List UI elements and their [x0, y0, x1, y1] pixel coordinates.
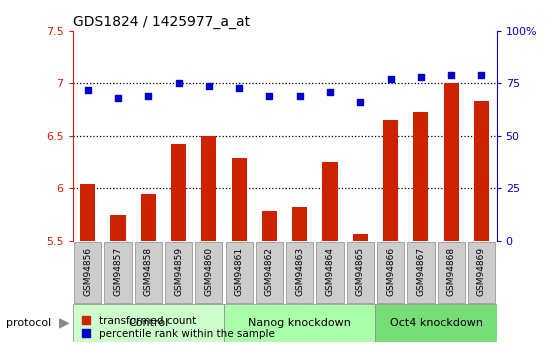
Text: GSM94869: GSM94869 — [477, 246, 486, 296]
Bar — [171, 144, 186, 241]
Text: GSM94868: GSM94868 — [447, 246, 456, 296]
FancyBboxPatch shape — [347, 242, 374, 303]
Point — [325, 89, 334, 95]
Text: GSM94860: GSM94860 — [204, 246, 213, 296]
Bar — [474, 101, 489, 241]
FancyBboxPatch shape — [256, 242, 283, 303]
FancyBboxPatch shape — [73, 304, 224, 342]
Point — [265, 93, 274, 99]
Point — [144, 93, 153, 99]
Text: protocol: protocol — [6, 318, 51, 328]
FancyBboxPatch shape — [134, 242, 162, 303]
Point — [416, 75, 425, 80]
FancyBboxPatch shape — [377, 242, 404, 303]
Bar — [232, 158, 247, 241]
FancyBboxPatch shape — [195, 242, 223, 303]
FancyBboxPatch shape — [286, 242, 314, 303]
Bar — [323, 162, 338, 241]
Point — [295, 93, 304, 99]
Point — [204, 83, 213, 88]
Legend: transformed count, percentile rank within the sample: transformed count, percentile rank withi… — [78, 312, 278, 343]
Text: GSM94858: GSM94858 — [144, 246, 153, 296]
FancyBboxPatch shape — [407, 242, 435, 303]
Text: GSM94856: GSM94856 — [83, 246, 92, 296]
Text: GSM94861: GSM94861 — [235, 246, 244, 296]
FancyBboxPatch shape — [468, 242, 495, 303]
FancyBboxPatch shape — [316, 242, 344, 303]
Point — [447, 72, 456, 78]
FancyBboxPatch shape — [165, 242, 192, 303]
Point — [235, 85, 244, 90]
FancyBboxPatch shape — [225, 242, 253, 303]
Point — [113, 96, 122, 101]
Bar — [383, 120, 398, 241]
Text: GSM94859: GSM94859 — [174, 246, 183, 296]
Bar — [80, 184, 95, 241]
Text: GSM94865: GSM94865 — [356, 246, 365, 296]
Bar — [262, 211, 277, 241]
Text: GSM94867: GSM94867 — [416, 246, 425, 296]
Text: ▶: ▶ — [59, 316, 70, 330]
Point — [83, 87, 92, 92]
Text: GDS1824 / 1425977_a_at: GDS1824 / 1425977_a_at — [73, 14, 249, 29]
FancyBboxPatch shape — [376, 304, 497, 342]
Bar — [110, 215, 126, 241]
Bar — [353, 234, 368, 241]
FancyBboxPatch shape — [224, 304, 376, 342]
Text: Oct4 knockdown: Oct4 knockdown — [389, 318, 483, 328]
Text: Control: Control — [128, 318, 169, 328]
Point — [174, 81, 183, 86]
Point — [477, 72, 486, 78]
Bar — [444, 83, 459, 241]
Point — [386, 77, 395, 82]
Text: Nanog knockdown: Nanog knockdown — [248, 318, 351, 328]
Bar — [292, 207, 307, 241]
FancyBboxPatch shape — [437, 242, 465, 303]
Point — [356, 100, 365, 105]
FancyBboxPatch shape — [104, 242, 132, 303]
FancyBboxPatch shape — [74, 242, 102, 303]
Text: GSM94864: GSM94864 — [325, 247, 334, 296]
Text: GSM94866: GSM94866 — [386, 246, 395, 296]
Text: GSM94862: GSM94862 — [265, 247, 274, 296]
Text: GSM94857: GSM94857 — [113, 246, 122, 296]
Bar — [141, 194, 156, 241]
Bar — [413, 112, 429, 241]
Bar — [201, 136, 217, 241]
Text: GSM94863: GSM94863 — [295, 246, 304, 296]
